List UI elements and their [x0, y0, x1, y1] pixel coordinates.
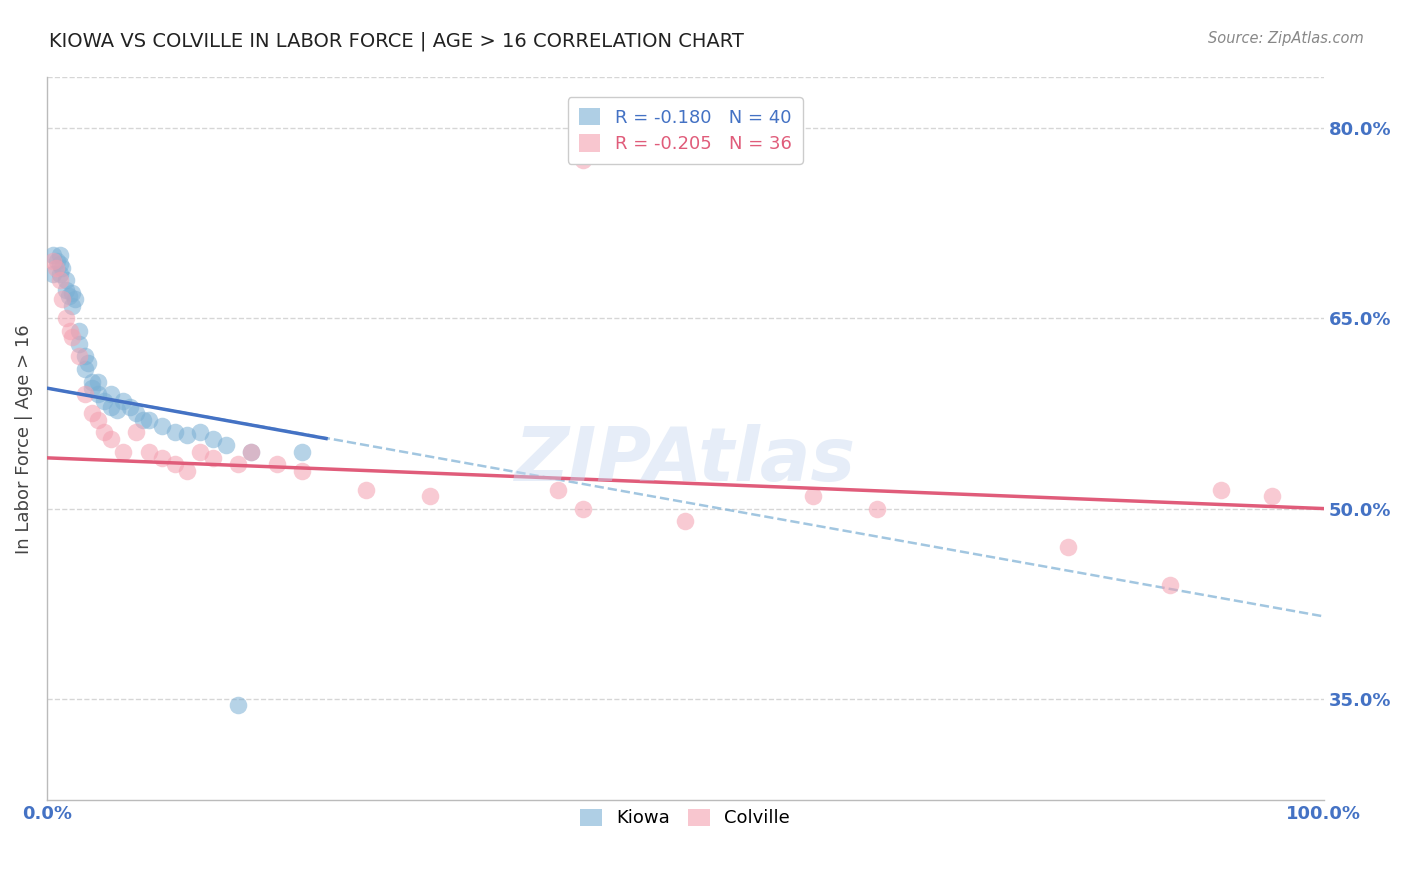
- Point: [42, 248, 65, 262]
- Point: [62, 285, 84, 300]
- Point: [188, 425, 211, 440]
- Point: [150, 450, 173, 465]
- Point: [801, 489, 824, 503]
- Point: [67, 336, 90, 351]
- Point: [48, 248, 70, 262]
- Point: [67, 324, 90, 338]
- Point: [80, 375, 103, 389]
- Point: [1261, 489, 1284, 503]
- Point: [188, 444, 211, 458]
- Point: [48, 273, 70, 287]
- Point: [866, 501, 889, 516]
- Point: [75, 350, 97, 364]
- Point: [46, 254, 69, 268]
- Point: [150, 419, 173, 434]
- Point: [240, 444, 263, 458]
- Point: [105, 402, 128, 417]
- Point: [48, 267, 70, 281]
- Point: [59, 324, 82, 338]
- Point: [80, 407, 103, 421]
- Point: [42, 267, 65, 281]
- Point: [291, 463, 314, 477]
- Point: [75, 387, 97, 401]
- Point: [87, 413, 110, 427]
- Point: [62, 299, 84, 313]
- Point: [58, 288, 80, 302]
- Point: [228, 457, 250, 471]
- Point: [419, 489, 441, 503]
- Point: [176, 428, 198, 442]
- Text: ZIPAtlas: ZIPAtlas: [515, 424, 856, 497]
- Point: [163, 457, 186, 471]
- Point: [48, 257, 70, 271]
- Point: [138, 444, 160, 458]
- Point: [87, 387, 110, 401]
- Point: [42, 254, 65, 268]
- Point: [75, 362, 97, 376]
- Point: [76, 356, 98, 370]
- Point: [62, 330, 84, 344]
- Text: KIOWA VS COLVILLE IN LABOR FORCE | AGE > 16 CORRELATION CHART: KIOWA VS COLVILLE IN LABOR FORCE | AGE >…: [49, 31, 744, 51]
- Point: [118, 400, 141, 414]
- Point: [1159, 577, 1181, 591]
- Point: [55, 284, 77, 298]
- Point: [112, 444, 135, 458]
- Point: [138, 413, 160, 427]
- Point: [93, 425, 115, 440]
- Point: [266, 457, 288, 471]
- Point: [240, 444, 263, 458]
- Point: [51, 260, 73, 275]
- Point: [1057, 540, 1080, 554]
- Point: [100, 400, 122, 414]
- Point: [1211, 483, 1233, 497]
- Point: [201, 450, 224, 465]
- Point: [100, 432, 122, 446]
- Point: [673, 514, 696, 528]
- Point: [176, 463, 198, 477]
- Point: [112, 393, 135, 408]
- Point: [131, 413, 153, 427]
- Legend: Kiowa, Colville: Kiowa, Colville: [574, 801, 797, 835]
- Point: [125, 425, 148, 440]
- Point: [572, 501, 595, 516]
- Point: [354, 483, 377, 497]
- Point: [45, 260, 67, 275]
- Point: [63, 293, 86, 307]
- Point: [55, 311, 77, 326]
- Text: Source: ZipAtlas.com: Source: ZipAtlas.com: [1208, 31, 1364, 46]
- Point: [228, 698, 250, 712]
- Point: [67, 350, 90, 364]
- Point: [547, 483, 569, 497]
- Point: [201, 432, 224, 446]
- Point: [55, 273, 77, 287]
- Point: [51, 293, 73, 307]
- Point: [125, 407, 148, 421]
- Point: [100, 387, 122, 401]
- Point: [572, 153, 595, 167]
- Point: [163, 425, 186, 440]
- Point: [87, 375, 110, 389]
- Point: [214, 438, 236, 452]
- Point: [80, 381, 103, 395]
- Point: [93, 393, 115, 408]
- Point: [291, 444, 314, 458]
- Y-axis label: In Labor Force | Age > 16: In Labor Force | Age > 16: [15, 324, 32, 554]
